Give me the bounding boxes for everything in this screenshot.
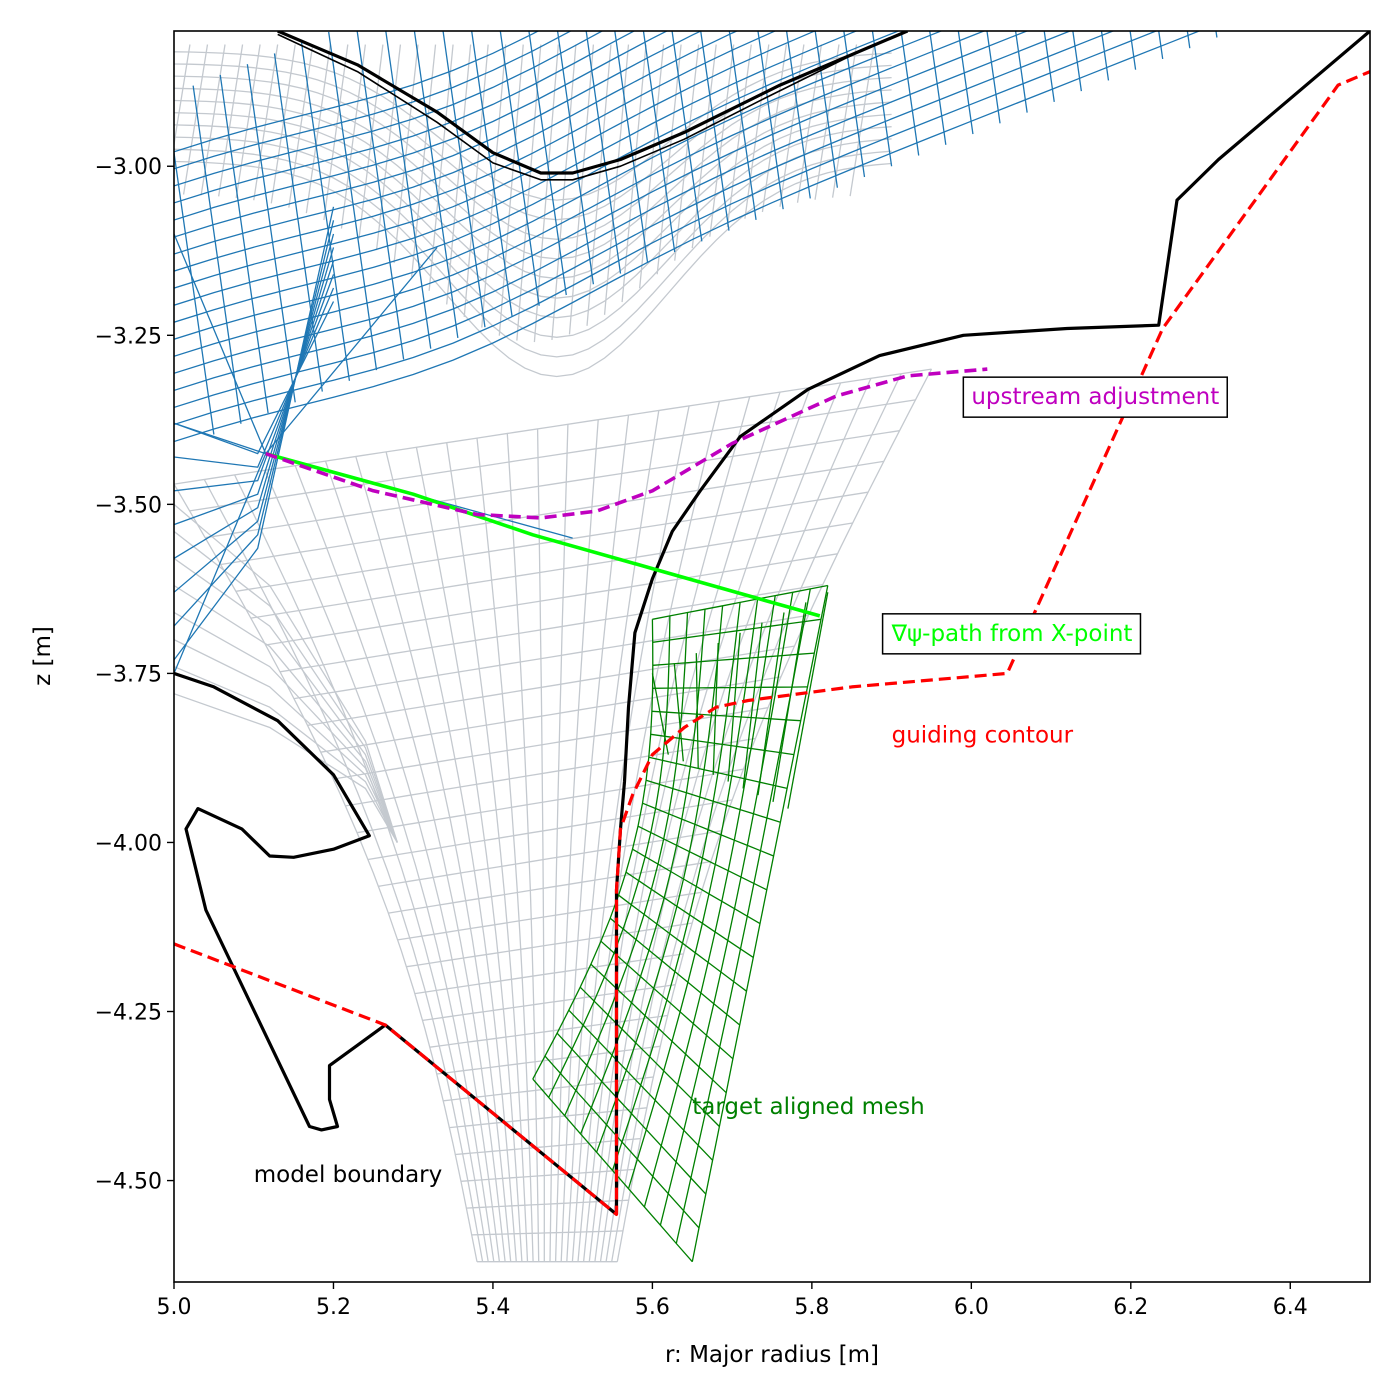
annotation-box xyxy=(881,613,1142,655)
annotation-text: ∇ψ-path from X-point xyxy=(891,621,1133,647)
x-tick-label: 6.2 xyxy=(1113,1295,1148,1320)
y-tick-label: −3.50 xyxy=(95,493,162,518)
x-tick-label: 5.8 xyxy=(794,1295,829,1320)
x-axis-label: r: Major radius [m] xyxy=(665,1342,879,1368)
series-line-4 xyxy=(174,70,1370,1217)
annotation-text: upstream adjustment xyxy=(971,384,1219,410)
y-axis-label: z [m] xyxy=(30,626,56,686)
annotation-2: guiding contour xyxy=(892,722,1074,748)
x-tick-label: 6.4 xyxy=(1273,1295,1308,1320)
y-tick-label: −3.75 xyxy=(95,662,162,687)
y-tick-label: −4.50 xyxy=(95,1170,162,1195)
annotation-text: target aligned mesh xyxy=(692,1094,924,1120)
x-tick-label: 5.6 xyxy=(635,1295,670,1320)
y-tick-label: −3.00 xyxy=(95,155,162,180)
y-tick-label: −3.25 xyxy=(95,324,162,349)
annotation-text: model boundary xyxy=(254,1162,443,1188)
annotation-0: upstream adjustment xyxy=(962,376,1228,418)
background-mesh xyxy=(174,44,933,1263)
series-line-5 xyxy=(265,451,821,618)
series-line-3 xyxy=(174,671,618,1216)
x-tick-label: 5.0 xyxy=(157,1295,192,1320)
annotation-1: ∇ψ-path from X-point xyxy=(881,613,1142,655)
annotation-4: model boundary xyxy=(254,1162,443,1188)
x-tick-label: 5.2 xyxy=(316,1295,351,1320)
y-axis-ticks: −3.00 −3.25 −3.50 −3.75 −4.00 −4.25 −4.50 xyxy=(95,155,174,1195)
x-tick-label: 5.4 xyxy=(475,1295,510,1320)
series-line-1 xyxy=(277,33,861,181)
series-layer xyxy=(174,31,1370,1217)
annotation-layer: upstream adjustment ∇ψ-path from X-point g… xyxy=(254,376,1228,1188)
annotation-text: guiding contour xyxy=(892,722,1074,748)
x-axis-ticks: 5.0 5.2 5.4 5.6 5.8 6.0 6.2 6.4 xyxy=(157,1282,1308,1320)
upstream-mesh xyxy=(174,31,1218,674)
annotation-box xyxy=(962,376,1228,418)
series-line-2 xyxy=(614,31,1370,1215)
series-line-0 xyxy=(277,31,909,175)
x-tick-label: 6.0 xyxy=(954,1295,989,1320)
y-tick-label: −4.00 xyxy=(95,831,162,856)
mesh-layer xyxy=(174,31,1218,1263)
series-line-6 xyxy=(265,367,988,520)
y-tick-label: −4.25 xyxy=(95,1001,162,1026)
annotation-3: target aligned mesh xyxy=(692,1094,924,1120)
plot-frame xyxy=(173,30,1371,1283)
